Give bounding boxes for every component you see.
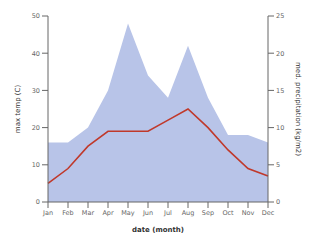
svg-text:30: 30	[32, 87, 40, 95]
svg-text:Mar: Mar	[82, 209, 95, 217]
svg-text:25: 25	[276, 12, 284, 20]
svg-text:10: 10	[276, 124, 284, 132]
svg-text:Aug: Aug	[182, 209, 195, 217]
svg-text:0: 0	[276, 198, 280, 206]
svg-text:May: May	[121, 209, 135, 217]
svg-text:Jun: Jun	[142, 209, 153, 217]
svg-text:50: 50	[32, 12, 40, 20]
svg-text:10: 10	[32, 161, 40, 169]
svg-text:Jul: Jul	[163, 209, 172, 217]
svg-text:med. precipitation (kg/m2): med. precipitation (kg/m2)	[294, 62, 302, 156]
svg-text:date (month): date (month)	[132, 226, 184, 234]
svg-text:Nov: Nov	[242, 209, 255, 217]
svg-text:Dec: Dec	[262, 209, 275, 217]
svg-text:15: 15	[276, 87, 284, 95]
svg-text:Jan: Jan	[42, 209, 53, 217]
svg-text:Apr: Apr	[102, 209, 114, 217]
svg-text:max temp (C): max temp (C)	[14, 85, 22, 134]
svg-text:Oct: Oct	[222, 209, 234, 217]
svg-text:5: 5	[276, 161, 280, 169]
svg-text:Feb: Feb	[62, 209, 74, 217]
svg-text:20: 20	[32, 124, 40, 132]
svg-text:0: 0	[36, 198, 40, 206]
svg-text:20: 20	[276, 50, 284, 58]
svg-text:Sep: Sep	[202, 209, 214, 217]
svg-text:40: 40	[32, 50, 40, 58]
